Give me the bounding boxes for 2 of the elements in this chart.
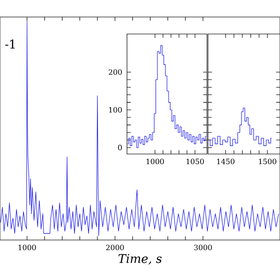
x-axis-title: Time, s xyxy=(118,254,162,265)
annotation: -1 xyxy=(5,40,15,48)
